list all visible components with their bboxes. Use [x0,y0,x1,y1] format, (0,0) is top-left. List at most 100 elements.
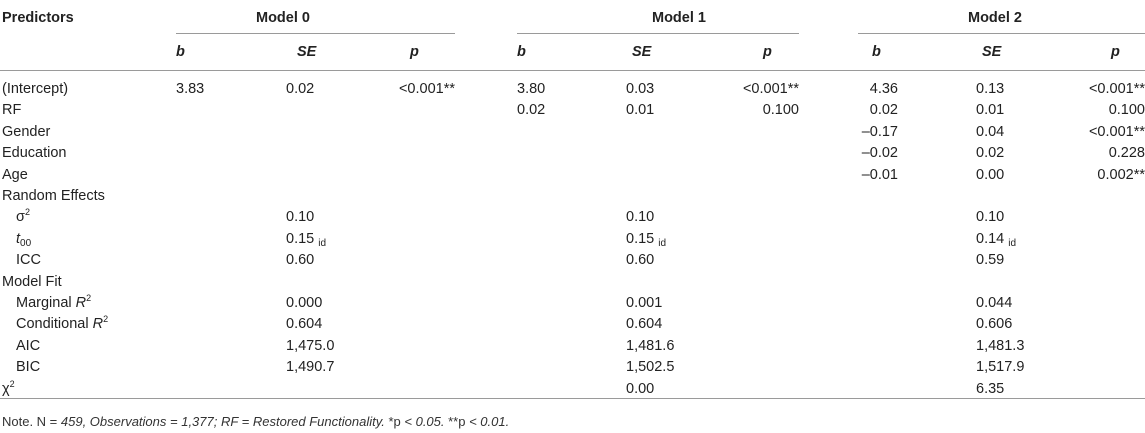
model-2-header: Model 2 [968,10,1022,26]
b-header-m0: b [176,44,185,60]
row-label: Marginal R2 [16,293,92,312]
row-label: t00 [16,230,32,249]
model-1-header: Model 1 [652,10,706,26]
p-header-m1: p [763,44,772,60]
table-cell: –0.01 [861,166,898,183]
table-cell: 6.35 [976,380,1005,397]
row-label: Gender [2,123,51,140]
table-cell: 0.02 [976,145,1005,162]
p-header-m2: p [1111,44,1120,60]
note-italic: 459, Observations = 1,377; RF = Restored… [60,414,385,429]
table-row: Conditional R2 0.604 0.604 0.606 [0,314,1145,335]
table-cell: 0.606 [976,316,1013,333]
table-cell: 0.100 [762,102,799,119]
row-label: χ2 [2,378,15,397]
table-cell: 0.10 [976,209,1005,226]
table-row: Marginal R2 0.000 0.001 0.044 [0,293,1145,314]
table-cell: 0.01 [626,102,655,119]
table-row: χ2 0.00 6.35 [0,379,1145,400]
model-2-rule [858,33,1145,34]
table-cell: 3.80 [517,81,546,97]
table-row: Model Fit [0,272,1145,293]
note-sig1: *p [384,414,405,429]
se-header-m0: SE [297,44,317,60]
header-row-models: Predictors Model 0 Model 1 Model 2 [0,8,1145,29]
predictors-header: Predictors [2,10,74,26]
table-cell: 0.000 [286,295,323,311]
b-header-m2: b [872,44,881,60]
table-row: ICC 0.60 0.60 0.59 [0,250,1145,271]
table-row: RF 0.02 0.01 0.100 0.02 0.01 0.100 [0,100,1145,121]
row-label: (Intercept) [2,81,69,97]
table-cell: 1,481.6 [626,337,675,354]
row-label: RF [2,102,22,119]
header-row-stats: b SE p b SE p b SE p [0,42,1145,63]
table-cell: –0.02 [861,145,898,162]
table-row: t00 0.15 id 0.15 id 0.14 id [0,229,1145,250]
row-label: Education [2,145,67,162]
table-cell: 0.01 [976,102,1005,119]
table-cell: 1,481.3 [976,337,1025,354]
table-cell: 0.00 [976,166,1005,183]
model-0-header: Model 0 [256,10,310,26]
table-bottom-rule [0,398,1145,399]
table-cell: 0.59 [976,252,1005,269]
table-cell: <0.001** [742,81,799,97]
table-cell: 4.36 [869,81,898,97]
table-row: σ2 0.10 0.10 0.10 [0,207,1145,228]
table-cell: –0.17 [861,123,898,140]
header-bottom-rule [0,70,1145,71]
table-cell: 0.10 [626,209,655,226]
table-cell: 0.00 [626,380,655,397]
table-row: BIC 1,490.7 1,502.5 1,517.9 [0,357,1145,378]
se-header-m2: SE [982,44,1002,60]
table-cell: 0.02 [286,81,315,97]
table-cell: 0.02 [869,102,898,119]
row-label: Model Fit [2,273,62,290]
table-row: Education –0.02 0.02 0.228 [0,143,1145,164]
row-label: Age [2,166,28,183]
table-cell: 1,517.9 [976,359,1025,376]
row-label: ICC [16,252,41,269]
table-note: Note. N = 459, Observations = 1,377; RF … [2,413,509,431]
table-cell: 0.001 [626,295,663,311]
table-cell: 0.60 [626,252,655,269]
table-cell: <0.001** [398,81,455,97]
table-row: Random Effects [0,186,1145,207]
table-cell: 0.10 [286,209,315,226]
table-cell: 0.002** [1097,166,1145,183]
table-cell: 1,475.0 [286,337,335,354]
note-sig1-value: < 0.05. [404,414,445,429]
table-cell: 0.15 id [626,230,667,249]
row-label: Random Effects [2,188,105,204]
table-cell: 0.60 [286,252,315,269]
table-cell: 0.13 [976,81,1005,97]
note-sig2: **p [444,414,470,429]
table-cell: 0.044 [976,295,1013,311]
table-cell: 0.15 id [286,230,327,249]
model-0-rule [176,33,455,34]
note-prefix: Note. N = [2,414,61,429]
note-sig2-value: < 0.01. [469,414,510,429]
table-row: Gender –0.17 0.04 <0.001** [0,122,1145,143]
table-cell: 1,490.7 [286,359,335,376]
table-cell: 3.83 [176,81,205,97]
table-cell: 0.03 [626,81,655,97]
se-header-m1: SE [632,44,652,60]
table-cell: 0.100 [1108,102,1145,119]
table-row: AIC 1,475.0 1,481.6 1,481.3 [0,336,1145,357]
table-row: (Intercept) 3.83 0.02 <0.001** 3.80 0.03 <0.00… [0,79,1145,100]
b-header-m1: b [517,44,526,60]
table-cell: <0.001** [1088,81,1145,97]
table-cell: 0.604 [626,316,663,333]
table-cell: 1,502.5 [626,359,675,376]
table-cell: 0.04 [976,123,1005,140]
table-cell: 0.228 [1108,145,1145,162]
model-1-rule [517,33,799,34]
table-cell: 0.02 [517,102,546,119]
row-label: Conditional R2 [16,314,109,333]
row-label: σ2 [16,207,30,226]
p-header-m0: p [410,44,419,60]
row-label: AIC [16,337,41,354]
